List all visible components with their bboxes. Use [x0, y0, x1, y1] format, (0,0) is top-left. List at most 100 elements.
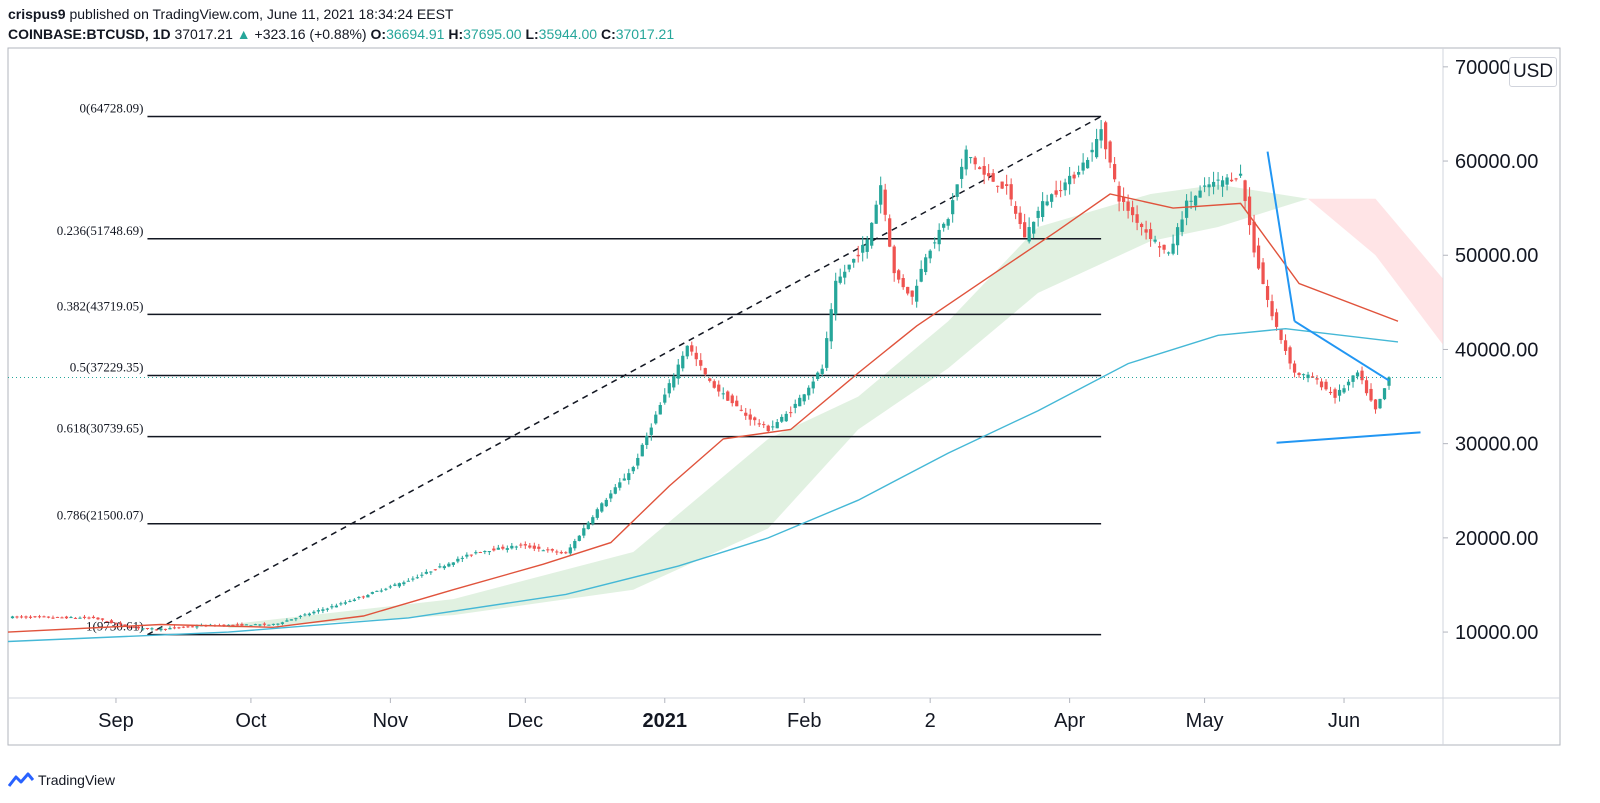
currency-badge[interactable]: USD: [1509, 57, 1557, 87]
candle-body: [1337, 389, 1342, 396]
candle-body: [924, 257, 928, 273]
candle-body: [141, 628, 145, 630]
candle-body: [177, 627, 181, 629]
chart-header: crispus9 published on TradingView.com, J…: [8, 4, 674, 44]
price-change: +323.16 (+0.88%): [254, 26, 367, 42]
candle-body: [978, 167, 982, 170]
candle-body: [663, 394, 667, 403]
cloud-bullish: [228, 184, 1308, 629]
candle-body: [262, 623, 267, 625]
candle-body: [1360, 370, 1364, 381]
tradingview-branding[interactable]: TradingView: [8, 772, 115, 788]
candle-body: [1144, 229, 1148, 233]
candle-body: [352, 599, 356, 601]
candle-body: [42, 616, 46, 618]
candle-body: [136, 626, 141, 629]
candle-body: [793, 403, 797, 408]
candle-body: [33, 616, 37, 618]
candle-body: [433, 569, 437, 571]
candle-body: [1148, 229, 1153, 239]
candle-body: [699, 360, 703, 366]
candle-body: [388, 586, 392, 588]
candle-body: [280, 622, 285, 624]
time-tick-label: 2021: [643, 710, 688, 732]
close-value: 37017.21: [615, 26, 675, 42]
candle-body: [424, 571, 428, 574]
candle-body: [825, 338, 829, 368]
candle-body: [771, 426, 775, 428]
trendlines[interactable]: [1266, 151, 1421, 444]
candle-body: [312, 611, 316, 614]
fib-level-label: 0.5(37229.35): [70, 360, 144, 375]
open-value: 36694.91: [386, 26, 445, 42]
candle-body: [919, 268, 923, 282]
close-label: C:: [600, 26, 616, 42]
candle-body: [973, 157, 977, 165]
candle-body: [802, 394, 806, 402]
symbol-label[interactable]: COINBASE:BTCUSD, 1D: [8, 26, 171, 42]
candle-body: [465, 554, 469, 557]
price-axis[interactable]: 10000.00 20000.00 30000.00 40000.00 50000.00…: [1443, 57, 1538, 644]
candle-body: [622, 478, 626, 481]
candle-body: [285, 620, 289, 622]
candle-body: [186, 626, 190, 628]
candle-body: [19, 616, 24, 618]
candle-body: [897, 270, 901, 280]
candle-body: [1274, 312, 1279, 327]
candle-body: [1207, 184, 1211, 188]
candle-body: [1369, 388, 1373, 401]
candle-body: [964, 149, 968, 170]
candle-body: [735, 400, 739, 407]
candle-body: [991, 173, 995, 182]
candle-body: [451, 562, 455, 565]
author-name[interactable]: crispus9: [8, 6, 66, 22]
candle-body: [1045, 201, 1049, 206]
candle-body: [798, 397, 802, 407]
candle-body: [1063, 182, 1067, 191]
candle-body: [429, 571, 433, 573]
candle-body: [591, 517, 595, 524]
candle-body: [721, 393, 725, 395]
candle-body: [271, 623, 276, 625]
candle-body: [564, 552, 568, 554]
candle-body: [253, 624, 258, 626]
candle-body: [307, 613, 312, 616]
fib-level-label: 0.786(21500.07): [57, 508, 144, 523]
candle-body: [1130, 207, 1135, 216]
candle-body: [762, 424, 766, 426]
candle-body: [1072, 174, 1076, 179]
time-tick-label: Jun: [1328, 710, 1360, 732]
ohlc-line: COINBASE:BTCUSD, 1D 37017.21 ▲ +323.16 (…: [8, 24, 674, 44]
candle-body: [469, 554, 473, 556]
candle-body: [114, 622, 118, 624]
candle-body: [690, 345, 694, 352]
candle-body: [1315, 378, 1319, 380]
candle-body: [874, 204, 878, 224]
candle-body: [1081, 162, 1085, 171]
candle-body: [1157, 246, 1162, 248]
candle-body: [420, 574, 424, 576]
candle-body: [82, 616, 87, 618]
candle-body: [460, 557, 464, 559]
time-axis[interactable]: Sep Oct Nov Dec 2021 Feb 2 Apr May Jun: [98, 698, 1360, 732]
candle-body: [1023, 222, 1027, 238]
high-value: 37695.00: [463, 26, 522, 42]
candle-body: [483, 551, 487, 553]
candle-body: [861, 244, 865, 253]
fibonacci-retracement[interactable]: 0(64728.09) 0.236(51748.69) 0.382(43719.05…: [57, 101, 1102, 636]
moving-averages: [7, 193, 1443, 643]
candle-body: [726, 391, 730, 401]
candle-body: [163, 628, 168, 630]
candle-body: [739, 409, 743, 411]
time-tick-label: Nov: [373, 710, 409, 732]
candle-body: [181, 626, 186, 628]
candle-body: [105, 621, 109, 623]
candle-body: [1292, 363, 1297, 373]
candle-body: [667, 383, 671, 394]
candle-body: [442, 566, 446, 569]
candle-body: [109, 620, 114, 624]
candle-body: [1189, 200, 1193, 202]
candle-body: [1387, 377, 1391, 386]
candle-body: [969, 157, 973, 159]
